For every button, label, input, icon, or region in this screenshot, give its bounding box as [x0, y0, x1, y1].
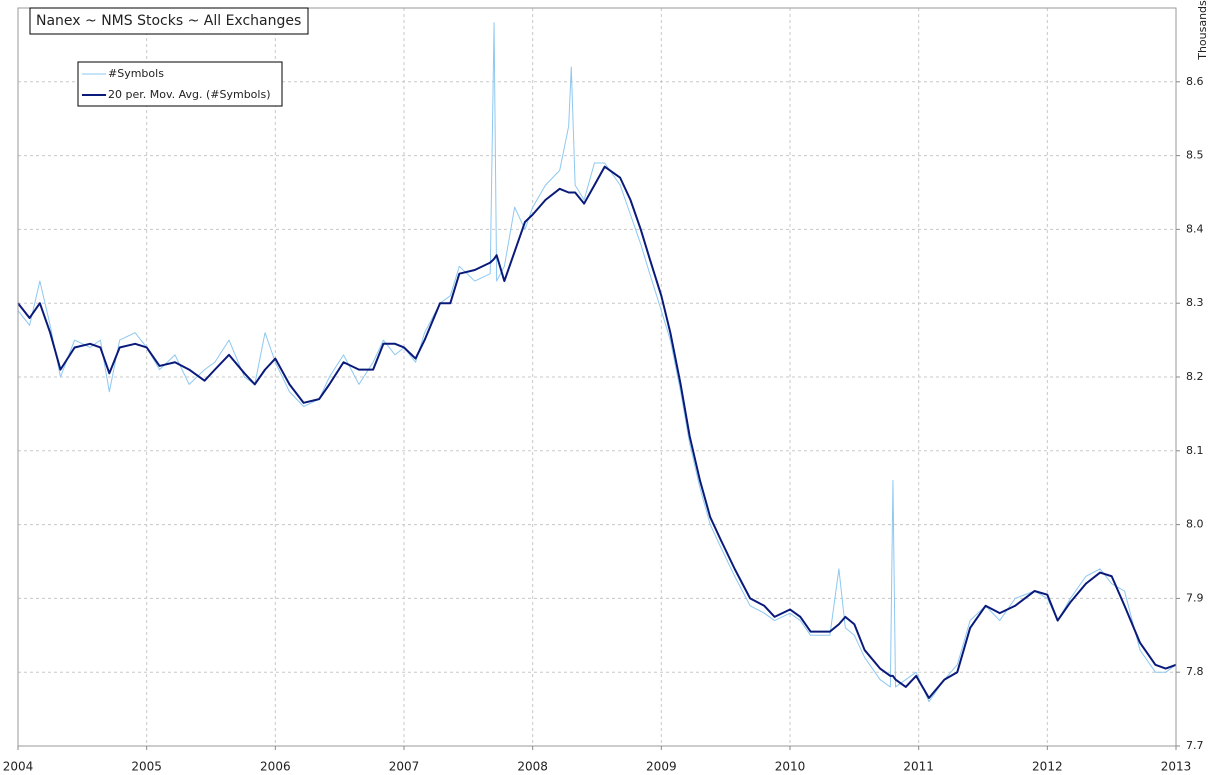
- y-tick-label: 8.5: [1186, 149, 1204, 162]
- y-tick-label: 7.7: [1186, 739, 1204, 752]
- title-box: [29, 7, 309, 35]
- x-tick-label: 2005: [131, 760, 162, 774]
- legend-label: 20 per. Mov. Avg. (#Symbols): [108, 88, 271, 101]
- legend-label: #Symbols: [108, 67, 164, 80]
- series-line: [17, 165, 1177, 700]
- y-tick-label: 8.0: [1186, 518, 1204, 531]
- y-tick-label: 8.4: [1186, 222, 1204, 235]
- axes: 7.7 7.8 7.9 8.0 8.1 8.2 8.3 8.4 8.5 8.6 2004 2005 20…: [3, 75, 1204, 774]
- x-tick-label: 2011: [903, 760, 934, 774]
- chart-title: Nanex ~ NMS Stocks ~ All Exchanges: [36, 13, 301, 29]
- y-tick-label: 7.9: [1186, 591, 1204, 604]
- x-tick-label: 2008: [517, 760, 548, 774]
- y-tick-label: 8.6: [1186, 75, 1204, 88]
- y-tick-label: 7.8: [1186, 665, 1204, 678]
- x-tick-label: 2013: [1161, 760, 1192, 774]
- x-tick-label: 2009: [646, 760, 677, 774]
- y-axis-label: Thousands: [1196, 0, 1209, 61]
- x-tick-label: 2012: [1032, 760, 1063, 774]
- x-tick-label: 2007: [389, 760, 420, 774]
- x-tick-label: 2010: [775, 760, 806, 774]
- legend: #Symbols 20 per. Mov. Avg. (#Symbols): [77, 61, 283, 107]
- x-tick-label: 2006: [260, 760, 291, 774]
- legend-box: [77, 61, 283, 107]
- x-tick-label: 2004: [3, 760, 34, 774]
- series-group: [17, 22, 1177, 703]
- y-tick-label: 8.1: [1186, 444, 1204, 457]
- series-line: [17, 22, 1177, 703]
- grid: [17, 8, 1177, 747]
- y-tick-label: 8.3: [1186, 296, 1204, 309]
- y-tick-label: 8.2: [1186, 370, 1204, 383]
